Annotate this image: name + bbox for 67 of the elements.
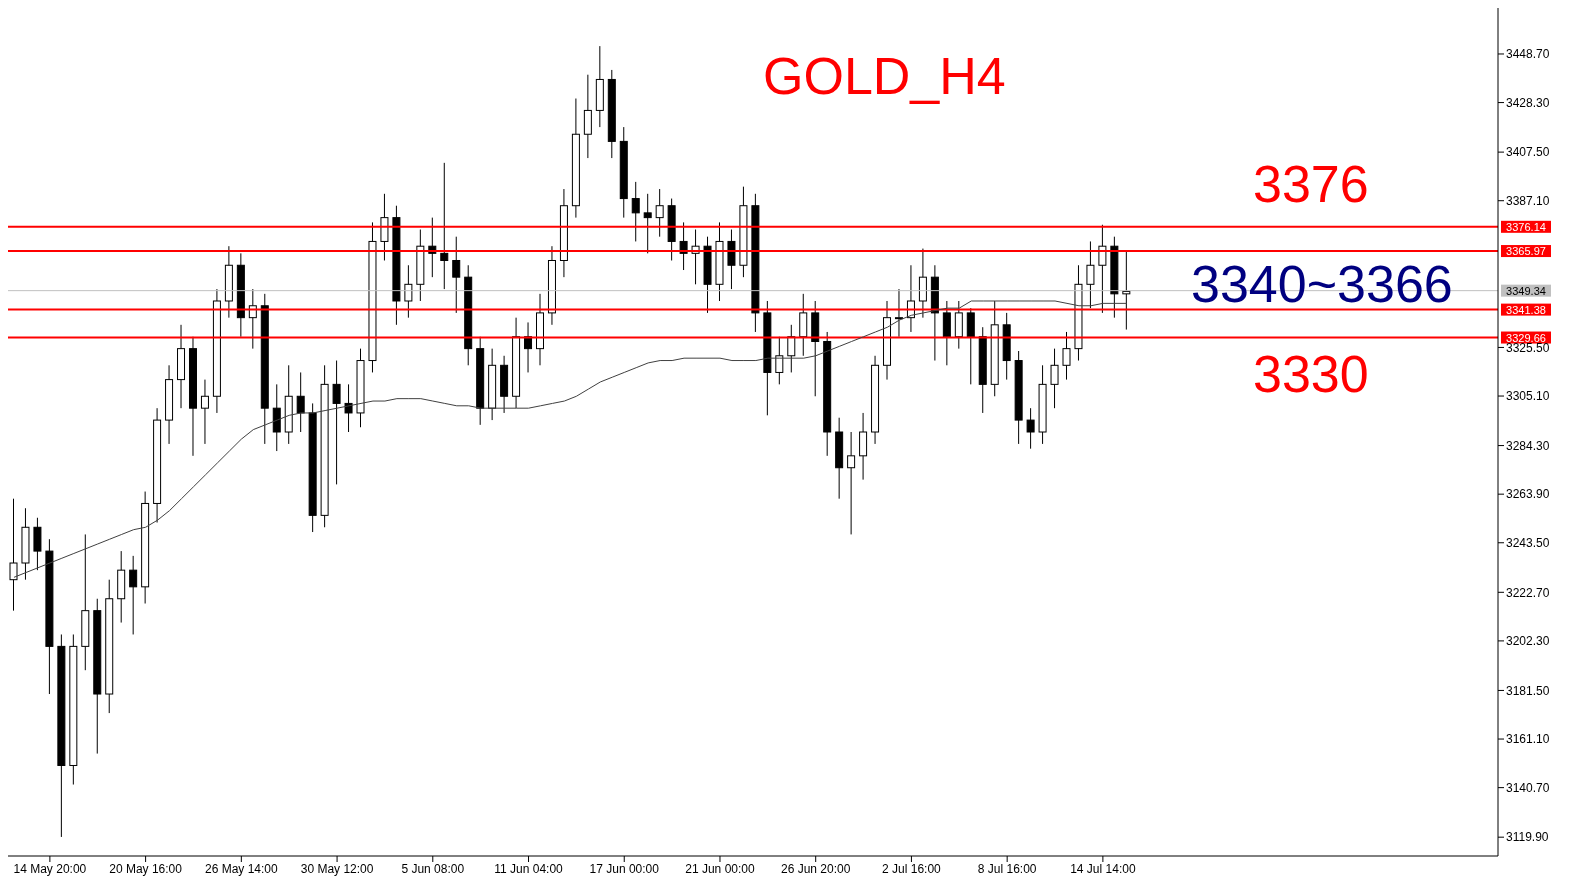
y-tick-label: 3202.30 bbox=[1506, 634, 1550, 649]
y-tick-label: 3428.30 bbox=[1506, 95, 1550, 110]
candlestick bbox=[380, 193, 389, 261]
x-tick-label: 26 Jun 20:00 bbox=[781, 861, 851, 876]
candlestick bbox=[1026, 407, 1035, 450]
candlestick bbox=[655, 188, 664, 238]
candlestick bbox=[452, 236, 461, 314]
x-tick-label: 26 May 14:00 bbox=[204, 861, 279, 876]
x-tick-label: 14 May 20:00 bbox=[13, 861, 87, 876]
x-tick-label: 8 Jul 16:00 bbox=[977, 861, 1037, 876]
candlestick bbox=[894, 288, 903, 338]
y-tick-label: 3305.10 bbox=[1506, 389, 1550, 404]
candlestick bbox=[787, 324, 796, 373]
candlestick bbox=[200, 379, 209, 445]
y-tick-label: 3161.10 bbox=[1506, 732, 1550, 747]
x-tick-label: 30 May 12:00 bbox=[300, 861, 374, 876]
ref-line-label: 3341.38 bbox=[1506, 303, 1546, 316]
x-tick-label: 11 Jun 04:00 bbox=[494, 861, 564, 876]
candlestick bbox=[954, 300, 963, 350]
candlestick bbox=[859, 412, 868, 481]
y-tick-label: 3448.70 bbox=[1506, 47, 1550, 62]
candlestick bbox=[1086, 240, 1095, 309]
text: 3330 bbox=[1253, 345, 1369, 403]
y-tick-label: 3263.90 bbox=[1506, 487, 1550, 502]
candlestick bbox=[129, 555, 138, 635]
candlestick bbox=[404, 264, 413, 319]
candlestick bbox=[643, 193, 652, 254]
y-tick-label: 3140.70 bbox=[1506, 780, 1550, 795]
candlestick bbox=[440, 162, 449, 290]
y-tick-label: 3243.50 bbox=[1506, 536, 1550, 551]
candlestick bbox=[775, 336, 784, 385]
candlestick bbox=[1050, 348, 1059, 409]
y-tick-label: 3387.10 bbox=[1506, 193, 1550, 208]
candlestick bbox=[631, 181, 640, 242]
candlestick bbox=[583, 74, 592, 159]
text: 3340~3366 bbox=[1191, 255, 1453, 313]
candlestick bbox=[1122, 250, 1131, 331]
x-tick-label: 20 May 16:00 bbox=[109, 861, 183, 876]
candlestick bbox=[296, 371, 305, 433]
x-tick-label: 5 Jun 08:00 bbox=[401, 861, 465, 876]
candlestick bbox=[1098, 224, 1107, 314]
ref-line-label: 3329.66 bbox=[1506, 331, 1546, 344]
y-tick-label: 3181.50 bbox=[1506, 683, 1550, 698]
x-tick-label: 21 Jun 00:00 bbox=[685, 861, 755, 876]
candlestick bbox=[272, 383, 281, 452]
candlestick bbox=[1062, 331, 1071, 381]
text: GOLD_H4 bbox=[763, 47, 1006, 105]
y-tick-label: 3222.70 bbox=[1506, 585, 1550, 600]
ref-line-label: 3349.34 bbox=[1506, 284, 1546, 297]
candlestick bbox=[332, 360, 341, 485]
x-tick-label: 14 Jul 14:00 bbox=[1070, 861, 1136, 876]
candlestick bbox=[966, 307, 975, 385]
candlestick bbox=[33, 517, 42, 571]
y-tick-label: 3119.90 bbox=[1506, 830, 1549, 845]
ref-line-label: 3376.14 bbox=[1506, 220, 1546, 233]
x-tick-label: 2 Jul 16:00 bbox=[882, 861, 942, 876]
x-tick-label: 17 Jun 00:00 bbox=[589, 861, 660, 876]
candlestick bbox=[344, 383, 353, 433]
ref-line-label: 3365.97 bbox=[1506, 245, 1546, 258]
candlestick bbox=[942, 300, 951, 366]
text: 3376 bbox=[1253, 155, 1369, 213]
y-tick-label: 3284.30 bbox=[1506, 438, 1550, 453]
candlestick bbox=[727, 229, 736, 290]
candlestick bbox=[799, 293, 808, 357]
y-tick-label: 3407.50 bbox=[1506, 145, 1550, 160]
candlestick bbox=[847, 431, 856, 535]
candlestick bbox=[918, 248, 927, 319]
